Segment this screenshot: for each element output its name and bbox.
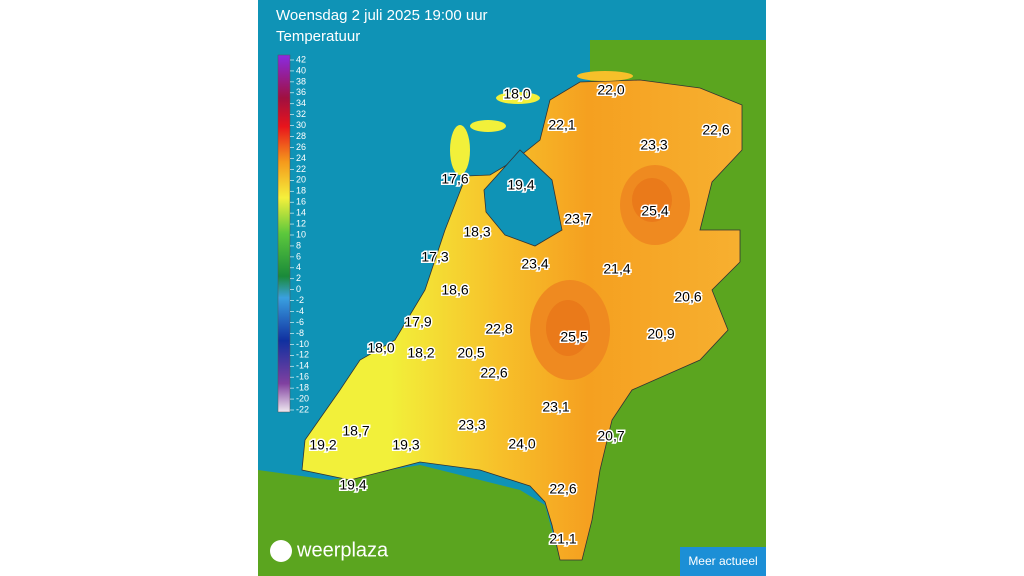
legend-label: -14 [296,361,309,371]
legend-label: 38 [296,76,306,86]
legend-label: 30 [296,120,306,130]
legend-label: 26 [296,142,306,152]
legend-label: 34 [296,98,306,108]
station-temperature: 18,0 [503,86,530,102]
station-temperature: 17,3 [421,249,448,265]
island [577,71,633,81]
station-temperature: 19,3 [392,437,419,453]
legend-label: 22 [296,164,306,174]
legend-label: 32 [296,109,306,119]
station-temperature: 25,5 [560,329,587,345]
station-temperature: 18,3 [463,224,490,240]
station-temperature: 17,9 [404,314,431,330]
legend-label: 18 [296,186,306,196]
title: Woensdag 2 juli 2025 19:00 uur [276,7,488,24]
legend-label: 40 [296,65,306,75]
logo: weerplaza [296,539,389,561]
legend-label: 20 [296,175,306,185]
station-temperature: 23,4 [521,256,548,272]
station-temperature: 23,3 [458,417,485,433]
station-temperature: 20,9 [647,326,674,342]
station-temperature: 22,8 [485,321,512,337]
legend-bar [277,54,291,413]
warm-core [546,300,590,356]
legend-label: -10 [296,339,309,349]
island [496,92,540,104]
legend-label: 28 [296,131,306,141]
legend-label: 24 [296,153,306,163]
subtitle: Temperatuur [276,28,360,45]
legend-label: -12 [296,350,309,360]
station-temperature: 23,3 [640,137,667,153]
legend-label: -8 [296,328,304,338]
station-temperature: 18,0 [367,340,394,356]
legend-label: 2 [296,273,301,283]
station-temperature: 19,4 [507,177,534,193]
logo-icon [270,540,292,562]
land-neighbours [258,40,766,576]
legend-label: 4 [296,262,301,272]
legend-label: -22 [296,404,309,414]
station-temperature: 24,0 [508,436,535,452]
station-temperature: 20,6 [674,289,701,305]
station-temperature: 23,7 [564,211,591,227]
station-temperature: 20,7 [597,428,624,444]
station-temperature: 18,2 [407,345,434,361]
station-temperature: 22,6 [702,122,729,138]
legend-label: -2 [296,295,304,305]
station-temperature: 19,2 [309,437,336,453]
station-temperature: 18,7 [342,423,369,439]
legend-label: -6 [296,317,304,327]
legend-label: 36 [296,87,306,97]
legend-label: -4 [296,306,304,316]
station-temperature: 23,1 [542,399,569,415]
legend-label: -18 [296,383,309,393]
ijsselmeer [483,149,563,247]
legend-label: 14 [296,208,306,218]
station-temperature: 21,1 [549,531,576,547]
station-temperature: 22,6 [480,365,507,381]
warm-core [632,178,672,222]
legend-label: 12 [296,218,306,228]
legend-label: 8 [296,240,301,250]
station-temperature: 21,4 [603,261,630,277]
legend-label: 6 [296,251,301,261]
legend-label: 10 [296,229,306,239]
legend-label: 0 [296,284,301,294]
station-temperature: 18,6 [441,282,468,298]
meer-actueel-button[interactable]: Meer actueel [680,547,766,576]
station-temperature: 22,1 [548,117,575,133]
station-temperature: 17,6 [441,171,468,187]
island [470,120,506,132]
station-temperature: 19,4 [339,477,366,493]
island [450,125,470,175]
station-temperature: 20,5 [457,345,484,361]
station-temperature: 22,0 [597,82,624,98]
legend-label: -16 [296,372,309,382]
legend-label: 16 [296,197,306,207]
station-temperature: 22,6 [549,481,576,497]
legend-label: -20 [296,393,309,403]
station-temperature: 25,4 [641,203,668,219]
legend-label: 42 [296,54,306,64]
